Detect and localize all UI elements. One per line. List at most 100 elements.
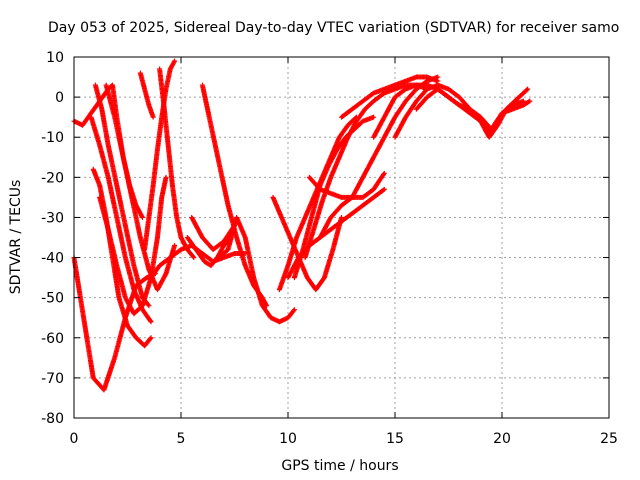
- trail-marker: [192, 245, 198, 251]
- trail-marker: [476, 117, 482, 123]
- trail-marker: [305, 244, 311, 250]
- trail-marker: [291, 308, 297, 314]
- trail-marker: [337, 220, 343, 226]
- trail-marker: [422, 88, 428, 94]
- trail-marker: [422, 96, 428, 102]
- trail-marker: [320, 277, 326, 283]
- trail-marker: [122, 293, 128, 299]
- series-pass-03: [88, 114, 154, 325]
- trail-marker: [343, 124, 349, 130]
- series-pass-05: [103, 82, 178, 293]
- trail-marker: [381, 171, 387, 177]
- trail-marker: [379, 92, 385, 98]
- plot-frame: [73, 56, 610, 419]
- trail-marker: [519, 92, 525, 98]
- trail-marker: [391, 83, 397, 89]
- trail-marker: [402, 79, 408, 85]
- y-tick-labels: -80 -70 -60 -50 -40 -30 -20 -10 0 10: [41, 50, 64, 427]
- trail-marker: [285, 264, 291, 270]
- trail-marker: [454, 93, 460, 99]
- trail-marker: [145, 302, 151, 308]
- trail-marker: [139, 213, 145, 219]
- series-pass-23: [306, 170, 387, 200]
- trail-marker: [369, 196, 375, 202]
- x-axis-label: GPS time / hours: [281, 458, 398, 474]
- trail-marker: [146, 101, 152, 107]
- trail-marker: [138, 304, 144, 310]
- trail-marker: [287, 233, 293, 239]
- trail-marker: [315, 185, 321, 191]
- trail-marker: [176, 248, 182, 254]
- trail-marker: [171, 59, 177, 65]
- y-tick-label: -80: [41, 411, 64, 427]
- trail-marker: [369, 92, 375, 98]
- trail-marker: [465, 104, 471, 110]
- trail-marker: [434, 78, 440, 84]
- trail-marker: [326, 228, 332, 234]
- x-tick-label: 0: [70, 431, 79, 447]
- trail-marker: [213, 257, 219, 263]
- trail-marker: [358, 204, 364, 210]
- trail-marker: [358, 100, 364, 106]
- trail-marker: [144, 301, 150, 307]
- trail-marker: [266, 313, 272, 319]
- y-tick-label: -10: [41, 130, 64, 146]
- trail-marker: [336, 155, 342, 161]
- trail-marker: [171, 244, 177, 250]
- y-tick-label: -60: [41, 331, 64, 347]
- trail-marker: [319, 200, 325, 206]
- trail-marker: [465, 109, 471, 115]
- trail-marker: [96, 141, 102, 147]
- y-tick-label: -30: [41, 210, 64, 226]
- trail-marker: [178, 233, 184, 239]
- data-markers: [71, 58, 533, 393]
- trail-marker: [347, 212, 353, 218]
- trail-marker: [310, 228, 316, 234]
- trail-marker: [444, 93, 450, 99]
- trail-marker: [523, 88, 529, 94]
- trail-marker: [131, 285, 137, 291]
- trail-marker: [526, 99, 532, 105]
- trail-marker: [162, 272, 168, 278]
- trail-marker: [401, 88, 407, 94]
- trail-marker: [189, 253, 195, 259]
- trail-marker: [347, 108, 353, 114]
- trail-marker: [379, 188, 385, 194]
- trail-marker: [219, 240, 225, 246]
- trail-marker: [250, 273, 256, 279]
- y-tick-label: -20: [41, 170, 64, 186]
- trail-marker: [510, 100, 516, 106]
- series-pass-14: [217, 214, 297, 325]
- trail-marker: [337, 204, 343, 210]
- trail-marker: [111, 356, 117, 362]
- series-pass-07: [92, 82, 152, 309]
- x-tick-label: 15: [386, 431, 404, 447]
- trail-marker: [142, 276, 148, 282]
- x-tick-label: 5: [177, 431, 186, 447]
- trail-marker: [147, 336, 153, 342]
- series-pass-08: [137, 70, 156, 120]
- trail-marker: [141, 85, 147, 91]
- trail-marker: [231, 224, 237, 230]
- trail-marker: [114, 261, 120, 267]
- trail-marker: [96, 181, 102, 187]
- trail-marker: [200, 257, 206, 263]
- trail-marker: [454, 101, 460, 107]
- x-tick-label: 10: [279, 431, 297, 447]
- trail-marker: [165, 256, 171, 262]
- trail-marker: [167, 67, 173, 73]
- axis-ticks: [73, 56, 610, 419]
- trail-marker: [105, 225, 111, 231]
- x-tick-labels: 0 5 10 15 20 25: [70, 431, 618, 447]
- trail-marker: [369, 115, 375, 121]
- trail-marker: [290, 309, 296, 315]
- trail-marker: [308, 216, 314, 222]
- trail-marker: [327, 190, 333, 196]
- trail-marker: [380, 87, 386, 93]
- trail-marker: [242, 261, 248, 267]
- trail-marker: [327, 176, 333, 182]
- y-tick-label: 0: [55, 90, 64, 106]
- trail-marker: [509, 107, 515, 113]
- trail-marker: [190, 254, 196, 260]
